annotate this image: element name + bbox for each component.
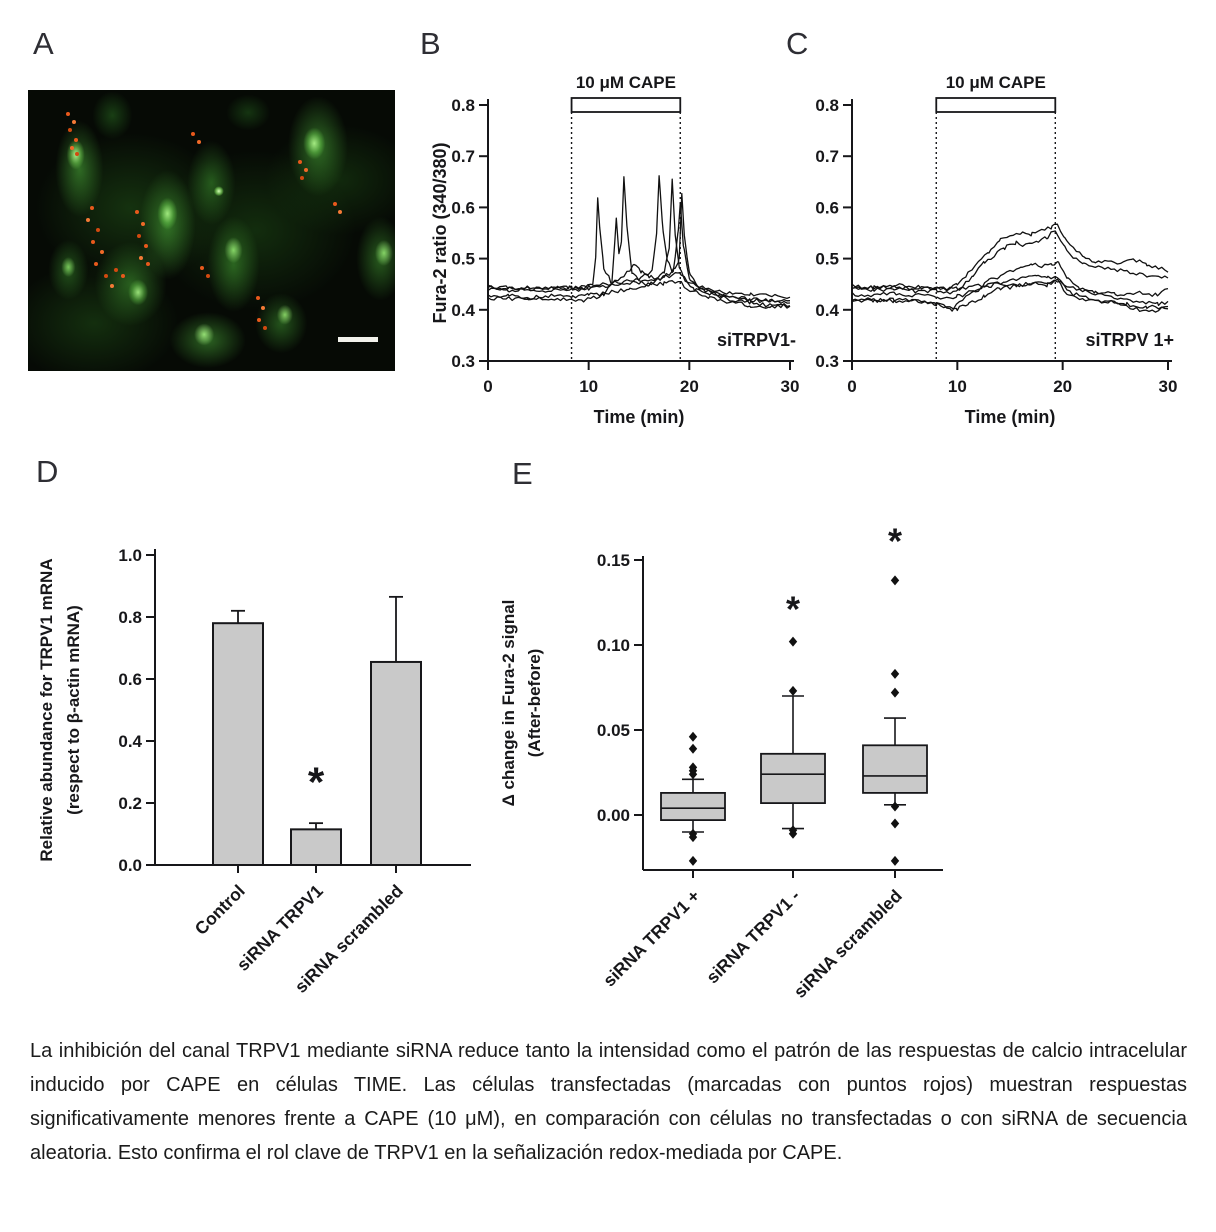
chart-b-calcium-traces-sitrpv1-negative: 0.8 0.7 0.6 0.5 0.4 0.3 0 10 20 30 Time (min) Fura-… (430, 73, 800, 427)
significance-asterisk: * (308, 758, 325, 805)
y-tick-label: 0.6 (451, 198, 475, 217)
calcium-trace-cell-1 (487, 192, 791, 303)
outlier-marker (788, 828, 798, 839)
category-label: siRNA TRPV1 + (599, 886, 704, 991)
panel-c-label: C (786, 26, 809, 61)
bar-0 (212, 622, 264, 866)
outlier-marker (688, 855, 698, 866)
fluorescence-micrograph (28, 90, 395, 371)
x-tick-label: 0 (483, 377, 492, 396)
outlier-marker (890, 687, 900, 698)
calcium-trace-cell-4 (487, 178, 791, 309)
x-tick-label: 30 (1159, 377, 1178, 396)
significance-asterisk: * (786, 588, 800, 629)
outlier-marker (890, 855, 900, 866)
x-tick-label: 10 (579, 377, 598, 396)
y-axis-title-line: (After-before) (525, 649, 544, 758)
treatment-label: 10 μM CAPE (946, 73, 1046, 92)
box-0 (660, 791, 726, 821)
panel-e-label: E (512, 456, 534, 491)
bar-1 (290, 828, 342, 867)
treatment-label: 10 μM CAPE (576, 73, 676, 92)
calcium-trace-cell-2 (851, 230, 1169, 295)
scale-bar (338, 337, 378, 342)
y-axis-title-line: (respect to β-actin mRNA) (64, 605, 83, 815)
calcium-trace-cell-2 (487, 176, 791, 309)
treatment-bar (935, 97, 1057, 113)
category-label: siRNA scrambled (790, 886, 906, 1002)
y-tick-label: 0.0 (118, 856, 142, 875)
y-tick-label: 0.15 (597, 551, 630, 570)
outlier-marker (890, 801, 900, 812)
y-tick-label: 0.00 (597, 806, 630, 825)
x-tick-label: 0 (847, 377, 856, 396)
calcium-trace-cell-6 (851, 279, 1169, 297)
y-tick-label: 0.6 (118, 670, 142, 689)
category-label: siRNA TRPV1 - (702, 886, 804, 988)
y-axis-title: Fura-2 ratio (340/380) (430, 142, 450, 323)
micrograph-green-cells (28, 90, 395, 371)
condition-annotation: siTRPV1- (717, 330, 796, 350)
outlier-marker (788, 685, 798, 696)
outlier-marker (890, 575, 900, 586)
y-tick-label: 0.10 (597, 636, 630, 655)
outlier-marker (688, 743, 698, 754)
y-tick-label: 0.8 (815, 96, 839, 115)
calcium-trace-cell-5 (487, 263, 791, 300)
y-tick-label: 0.5 (451, 250, 475, 269)
outlier-marker (890, 668, 900, 679)
box-2 (862, 744, 928, 794)
condition-annotation: siTRPV 1+ (1085, 330, 1174, 350)
y-tick-label: 0.8 (451, 96, 475, 115)
y-tick-label: 0.5 (815, 250, 839, 269)
chart-e-fura2-change-boxplot: 0.15 0.10 0.05 0.00 Δ change in Fura-2 signa… (499, 520, 943, 1002)
y-tick-label: 0.8 (118, 608, 142, 627)
figure-caption: La inhibición del canal TRPV1 mediante s… (30, 1040, 1187, 1164)
y-tick-label: 0.3 (451, 352, 475, 371)
significance-asterisk: * (888, 520, 902, 561)
outlier-marker (688, 832, 698, 843)
outlier-marker (788, 636, 798, 647)
y-tick-label: 0.7 (451, 147, 475, 166)
y-tick-label: 0.3 (815, 352, 839, 371)
y-tick-label: 1.0 (118, 546, 142, 565)
y-tick-label: 0.6 (815, 198, 839, 217)
calcium-trace-cell-4 (851, 274, 1169, 310)
outlier-marker (688, 769, 698, 780)
chart-d-trpv1-mrna-bar-chart: 1.0 0.8 0.6 0.4 0.2 0.0 Relative abundance for… (37, 546, 471, 997)
category-label: Control (191, 881, 249, 939)
y-axis-title-line: Relative abundance for TRPV1 mRNA (37, 558, 56, 861)
x-tick-label: 30 (781, 377, 800, 396)
transfection-red-dots (28, 90, 32, 94)
y-tick-label: 0.7 (815, 147, 839, 166)
outlier-marker (688, 731, 698, 742)
y-axis-title-line: Δ change in Fura-2 signal (499, 600, 518, 807)
panel-b-label: B (420, 26, 442, 61)
box-1 (760, 752, 826, 804)
panel-a-label: A (33, 26, 55, 61)
treatment-bar (570, 97, 682, 113)
x-tick-label: 20 (1053, 377, 1072, 396)
x-axis-title: Time (min) (965, 407, 1056, 427)
y-tick-label: 0.4 (451, 301, 475, 320)
chart-c-calcium-traces-sitrpv1-positive: 0.8 0.7 0.6 0.5 0.4 0.3 0 10 20 30 Time (min) 10 μM… (815, 73, 1178, 427)
bar-2 (370, 660, 422, 866)
calcium-trace-cell-1 (851, 223, 1169, 292)
panel-d-label: D (36, 454, 59, 489)
outlier-marker (890, 818, 900, 829)
x-tick-label: 10 (948, 377, 967, 396)
y-tick-label: 0.05 (597, 721, 630, 740)
x-tick-label: 20 (680, 377, 699, 396)
y-tick-label: 0.2 (118, 794, 142, 813)
y-tick-label: 0.4 (118, 732, 142, 751)
y-tick-label: 0.4 (815, 301, 839, 320)
calcium-trace-cell-3 (487, 175, 791, 304)
x-axis-title: Time (min) (594, 407, 685, 427)
calcium-trace-cell-3 (851, 261, 1169, 312)
